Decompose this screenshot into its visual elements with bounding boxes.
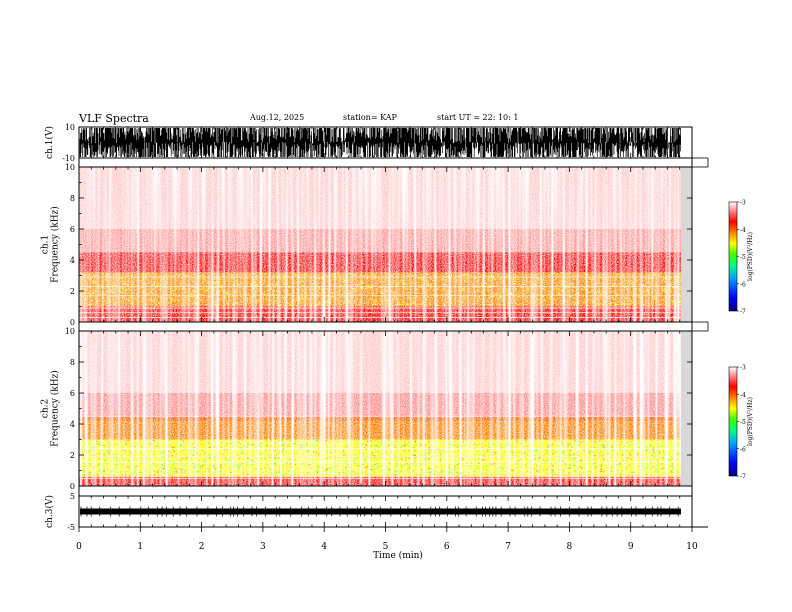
y-tick-label: 10 xyxy=(65,123,75,132)
y-axis-label: ch.2Frequency (kHz) xyxy=(41,370,61,447)
y-tick-label: 0 xyxy=(70,482,75,491)
y-tick-label: 4 xyxy=(70,420,75,429)
y-tick-label: 2 xyxy=(70,287,75,296)
x-tick-label: 2 xyxy=(199,542,205,552)
x-tick-label: 7 xyxy=(505,542,511,552)
y-axis-label: ch.3(V) xyxy=(44,495,55,528)
colorbar-tick-label: -6 xyxy=(740,446,746,453)
x-axis-label: Time (min) xyxy=(373,550,423,561)
ch3-spikes xyxy=(80,506,679,517)
y-axis-label: ch.1(V) xyxy=(44,126,55,159)
vertical-streaks xyxy=(79,167,681,322)
ch3-waveform-panel: 5 -5 ch.3(V) xyxy=(44,492,693,532)
vertical-streaks xyxy=(79,331,681,486)
no-data-strip xyxy=(680,331,692,486)
colorbar-tick-label: -4 xyxy=(740,227,746,234)
ch2-colorbar: -3 -4 -5 -6 -7 log(PSD)(V²/Hz) xyxy=(728,365,754,481)
colorbar-label: log(PSD)(V²/Hz) xyxy=(747,232,754,281)
colorbar-tick-label: -5 xyxy=(740,254,746,261)
date-label: Aug.12, 2025 xyxy=(250,113,305,122)
colorbar-tick-label: -3 xyxy=(740,200,746,207)
colorbar-label: log(PSD)(V²/Hz) xyxy=(747,397,754,446)
station-label: station= KAP xyxy=(343,113,397,122)
start-time-label: start UT = 22: 10: 1 xyxy=(437,113,519,122)
x-tick-label: 9 xyxy=(628,542,634,552)
colorbar-gradient xyxy=(728,366,738,477)
colorbar-gradient xyxy=(728,201,738,312)
figure-title: VLF Spectra xyxy=(79,112,149,125)
y-axis-label: ch.1Frequency (kHz) xyxy=(41,206,61,283)
colorbar-tick-label: -6 xyxy=(740,281,746,288)
y-tick-label: -5 xyxy=(67,523,75,532)
ch1-waveform-panel: 10 -10 ch.1(V) xyxy=(44,123,693,163)
x-tick-label: 5 xyxy=(383,542,389,552)
colorbar-tick-label: -5 xyxy=(740,419,746,426)
x-tick-label: 0 xyxy=(76,542,82,552)
x-tick-label: 8 xyxy=(567,542,573,552)
colorbar-tick-label: -7 xyxy=(740,309,746,316)
x-tick-label: 6 xyxy=(444,542,450,552)
ch1-trace xyxy=(79,128,681,157)
x-tick-label: 10 xyxy=(686,542,698,552)
y-tick-label: 10 xyxy=(65,327,75,336)
y-tick-label: -10 xyxy=(62,154,75,163)
y-tick-label: 5 xyxy=(70,492,75,501)
y-tick-label: 0 xyxy=(70,318,75,327)
y-tick-label: 8 xyxy=(70,358,75,367)
time-axis: 0 1 2 3 4 5 6 7 8 9 10 Time (min) xyxy=(76,157,709,561)
x-tick-label: 3 xyxy=(260,542,266,552)
y-tick-label: 6 xyxy=(70,225,75,234)
y-tick-label: 10 xyxy=(65,163,75,172)
colorbar-tick-label: -7 xyxy=(740,474,746,481)
colorbar-tick-label: -3 xyxy=(740,365,746,372)
ch1-colorbar: -3 -4 -5 -6 -7 log(PSD)(V²/Hz) xyxy=(728,200,754,316)
y-tick-label: 2 xyxy=(70,451,75,460)
y-tick-label: 8 xyxy=(70,194,75,203)
no-data-strip xyxy=(680,167,692,322)
x-tick-label: 1 xyxy=(137,542,143,552)
y-tick-label: 4 xyxy=(70,256,75,265)
x-tick-label: 4 xyxy=(321,542,327,552)
ch1-spectrogram-panel: 0 2 4 6 8 10 ch.1Frequency (kHz) xyxy=(41,163,693,327)
y-tick-label: 6 xyxy=(70,389,75,398)
ch2-spectrogram-panel: 0 2 4 6 8 10 ch.2Frequency (kHz) xyxy=(41,327,693,491)
colorbar-tick-label: -4 xyxy=(740,392,746,399)
